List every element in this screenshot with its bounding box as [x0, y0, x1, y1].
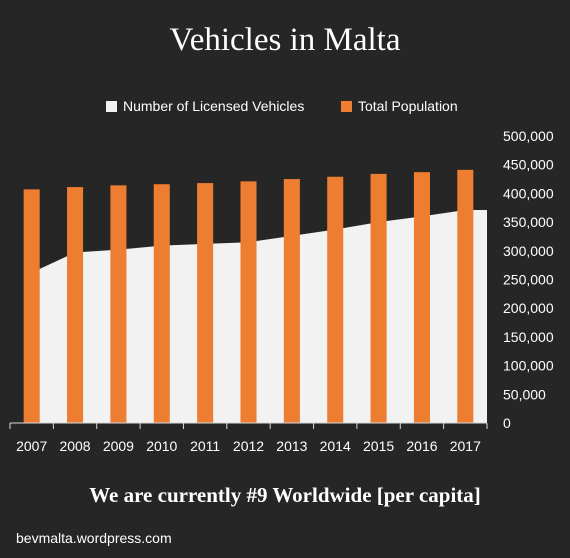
bar-population-2016: [413, 172, 430, 423]
y-tick-label: 450,000: [503, 157, 554, 173]
bar-population-2013: [283, 179, 300, 423]
x-tick-label-2014: 2014: [320, 438, 351, 454]
y-tick-label: 300,000: [503, 243, 554, 259]
x-tick-label-2009: 2009: [103, 438, 134, 454]
legend-label-population: Total Population: [358, 98, 458, 114]
bar-population-2015: [370, 173, 387, 423]
x-tick-label-2011: 2011: [190, 438, 220, 454]
bar-population-2010: [153, 184, 170, 423]
bar-population-2014: [327, 176, 344, 423]
y-tick-label: 400,000: [503, 185, 554, 201]
x-tick-label-2013: 2013: [276, 438, 307, 454]
subtitle: We are currently #9 Worldwide [per capit…: [89, 483, 481, 507]
bar-population-2008: [67, 187, 84, 423]
y-tick-label: 250,000: [503, 272, 554, 288]
y-tick-label: 200,000: [503, 300, 554, 316]
legend-label-vehicles: Number of Licensed Vehicles: [123, 98, 305, 114]
legend-item-vehicles: Number of Licensed Vehicles: [106, 98, 304, 114]
x-tick-label-2016: 2016: [406, 438, 437, 454]
y-tick-label: 500,000: [503, 128, 554, 144]
bar-population-2012: [240, 181, 257, 423]
chart-legend: Number of Licensed Vehicles Total Popula…: [0, 98, 570, 118]
bar-population-2009: [110, 185, 127, 423]
bar-population-2011: [197, 183, 214, 423]
x-tick-label-2012: 2012: [233, 438, 264, 454]
legend-swatch-population: [341, 100, 352, 112]
y-tick-label: 350,000: [503, 214, 554, 230]
legend-item-population: Total Population: [341, 98, 458, 114]
x-tick-label-2017: 2017: [450, 438, 481, 454]
footer-source: bevmalta.wordpress.com: [16, 530, 172, 546]
x-tick-label-2007: 2007: [16, 438, 47, 454]
legend-swatch-vehicles: [106, 100, 117, 112]
bar-population-2017: [457, 169, 474, 423]
y-tick-label: 150,000: [503, 329, 554, 345]
y-tick-label: 50,000: [503, 386, 546, 402]
x-tick-label-2010: 2010: [146, 438, 177, 454]
x-tick-label-2008: 2008: [59, 438, 90, 454]
y-tick-label: 0: [503, 415, 511, 431]
chart-title: Vehicles in Malta: [169, 22, 401, 58]
bar-population-2007: [23, 189, 40, 423]
x-tick-label-2015: 2015: [363, 438, 394, 454]
y-tick-label: 100,000: [503, 358, 554, 374]
